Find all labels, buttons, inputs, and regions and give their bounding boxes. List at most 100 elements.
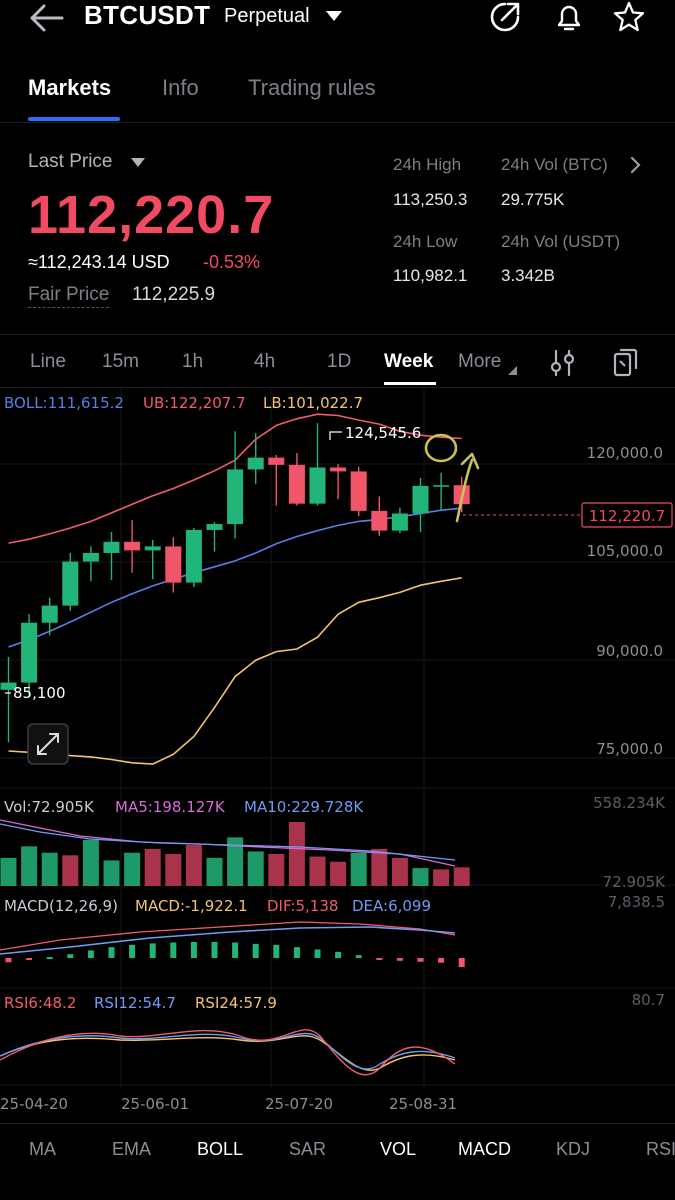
interval-4h[interactable]: 4h [254,351,276,372]
favorite-star-icon[interactable] [612,0,646,39]
macd-value: MACD:-1,922.1 [135,897,248,915]
boll-lb-legend: LB:101,022.7 [263,394,363,412]
candlesticks [0,423,470,743]
current-price-tag-text: 112,220.7 [589,507,665,525]
high-24h-value: 113,250.3 [393,190,468,209]
hand-drawn-annotation [424,433,480,523]
vol-ma10-line [0,823,456,861]
interval-15m[interactable]: 15m [102,351,139,372]
tab-info[interactable]: Info [162,75,199,100]
volume-bar [41,852,58,886]
rsi24-line [0,1035,456,1071]
volume-bar [247,851,264,886]
candle-body [433,485,450,487]
indicator-settings-icon[interactable] [550,348,576,383]
vol-ma5-legend: MA5:198.127K [115,798,226,816]
interval-week[interactable]: Week [384,351,434,372]
macd-axis-label: 7,838.5 [608,893,665,911]
copy-chart-icon[interactable] [612,346,640,383]
volume-bar [412,868,429,886]
divider [0,1123,675,1124]
price-axis-label: 120,000.0 [587,444,663,462]
macd-dea-line [0,926,456,955]
boll-legend: BOLL:111,615.2 [4,394,124,412]
chevron-right-icon[interactable] [630,156,642,179]
candle-body [350,471,367,511]
candle-body [144,546,161,551]
last-price-label[interactable]: Last Price [28,151,113,172]
macd-histogram-bar [149,943,156,958]
volume-bar [185,845,202,886]
current-price-tag [581,502,673,528]
volume-bar [124,852,141,886]
fair-price-label[interactable]: Fair Price [28,284,110,308]
indicator-kdj[interactable]: KDJ [556,1139,591,1159]
rsi-axis-label: 80.7 [632,991,665,1009]
candle-body [41,605,58,623]
contract-type[interactable]: Perpetual [224,5,310,27]
macd-histogram-bar [170,942,177,958]
candle-body [247,457,264,470]
volume-bar [103,860,120,886]
volume-bar [268,854,285,886]
tab-active-indicator [28,117,120,121]
macd-histogram-bar [293,947,300,958]
volume-bar [371,848,388,886]
indicator-macd[interactable]: MACD [458,1139,511,1159]
price-axis-label: 75,000.0 [596,740,663,758]
indicator-ema[interactable]: EMA [112,1139,152,1159]
header-bar: BTCUSDT Perpetual [0,0,675,40]
low-24h-value: 110,982.1 [393,266,468,285]
candle-body [165,546,182,583]
indicator-ma[interactable]: MA [29,1139,56,1159]
symbol-title[interactable]: BTCUSDT [84,0,211,30]
share-icon[interactable] [488,0,522,39]
more-caret-icon[interactable] [507,363,518,381]
indicator-boll[interactable]: BOLL [197,1139,244,1159]
candle-body [124,541,141,551]
expand-chart-button[interactable] [27,723,69,765]
tab-trading-rules[interactable]: Trading rules [248,75,376,100]
indicator-vol[interactable]: VOL [380,1139,417,1159]
candle-body [62,561,79,606]
volume-bar [144,848,161,886]
high-marker: 124,545.6 [345,424,421,442]
volume-bar [309,856,326,886]
caret-down-icon[interactable] [130,156,146,174]
candle-body [412,485,429,514]
macd-histogram-bar [438,958,445,963]
indicator-sar[interactable]: SAR [289,1139,327,1159]
volume-bar [330,861,347,886]
caret-down-icon[interactable] [324,9,344,28]
volume-bar [206,857,223,886]
boll-lower-band [8,577,462,765]
divider [0,122,675,123]
candle-body [391,513,408,531]
last-price-value: 112,220.7 [28,185,275,245]
interval-more[interactable]: More [458,351,502,372]
macd-histogram-bar [273,944,280,958]
indicator-rsi[interactable]: RSI [646,1139,675,1159]
price-axis-label: 90,000.0 [596,642,663,660]
macd-histogram-bar [129,944,136,958]
tab-markets[interactable]: Markets [28,75,112,100]
volume-bar [433,869,450,886]
candle-body [330,467,347,472]
interval-1h[interactable]: 1h [182,351,204,372]
macd-dif: DIF:5,138 [267,897,338,915]
back-arrow-icon[interactable] [26,2,66,34]
macd-histogram-bar [252,943,259,958]
price-chart[interactable]: BOLL:111,615.2 UB:122,207.7 LB:101,022.7… [0,388,675,1123]
interval-line[interactable]: Line [30,351,66,372]
macd-histogram-bar [87,950,94,958]
index-price: ≈112,243.14 USD [28,252,170,272]
expand-icon [37,733,59,755]
candle-body [227,469,244,525]
date-label: 25-08-31 [389,1095,457,1113]
bell-icon[interactable] [552,0,586,39]
macd-histogram-bar [314,949,321,958]
macd-histogram-bar [190,942,197,958]
volume-bar [21,846,38,886]
interval-1d[interactable]: 1D [327,351,352,372]
macd-histogram-bar [46,957,53,960]
